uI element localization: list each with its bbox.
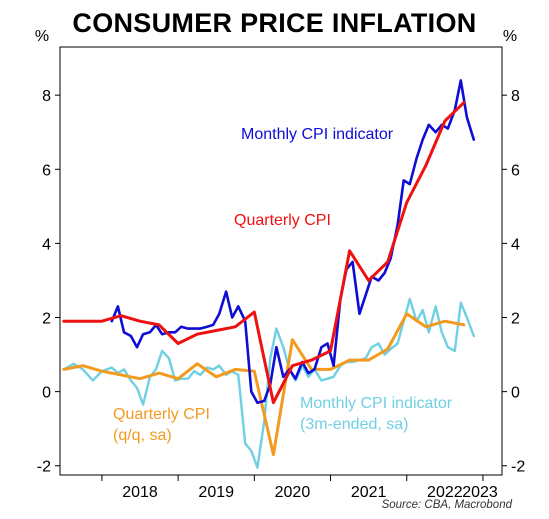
y-tick-label-right: 4 bbox=[511, 236, 520, 253]
series-line-2 bbox=[62, 312, 466, 457]
series-line-1 bbox=[110, 79, 476, 404]
source-note: Source: CBA, Macrobond bbox=[382, 499, 513, 511]
series-line-3 bbox=[62, 297, 475, 469]
y-tick-label-left: -2 bbox=[37, 459, 51, 476]
series-annotation: Quarterly CPI bbox=[113, 406, 210, 423]
y-unit-left: % bbox=[35, 28, 49, 45]
x-tick-label: 2023 bbox=[462, 484, 498, 501]
y-tick-label-left: 2 bbox=[42, 311, 51, 328]
series-annotation: (3m-ended, sa) bbox=[300, 416, 409, 433]
y-tick-label-right: 6 bbox=[511, 162, 520, 179]
series-group bbox=[62, 79, 476, 469]
y-tick-label-left: 0 bbox=[42, 385, 51, 402]
series-line-0 bbox=[62, 101, 466, 405]
y-unit-right: % bbox=[503, 28, 517, 45]
x-tick-label: 2021 bbox=[351, 484, 387, 501]
plot-frame bbox=[59, 46, 503, 476]
series-annotation: Monthly CPI indicator bbox=[241, 126, 394, 143]
x-tick-label: 2020 bbox=[275, 484, 311, 501]
y-tick-label-left: 4 bbox=[42, 236, 51, 253]
x-tick-label: 2019 bbox=[198, 484, 234, 501]
y-tick-label-left: 6 bbox=[42, 162, 51, 179]
x-tick-label: 2022 bbox=[427, 484, 463, 501]
chart-title: CONSUMER PRICE INFLATION bbox=[72, 8, 477, 38]
axes-group: -2 -2 0 0 2 2 4 4 6 6 8 8% % 2018 2019 2020 2021 2022 2023 bbox=[35, 28, 525, 501]
series-annotation: (q/q, sa) bbox=[113, 427, 172, 444]
series-annotation: Monthly CPI indicator bbox=[300, 395, 453, 412]
y-tick-label-right: -2 bbox=[511, 459, 525, 476]
annotation-group: Monthly CPI indicator Quarterly CPI Quarte… bbox=[113, 126, 453, 444]
y-tick-label-left: 8 bbox=[42, 88, 51, 105]
y-tick-label-right: 8 bbox=[511, 88, 520, 105]
x-tick-label: 2018 bbox=[122, 484, 158, 501]
series-annotation: Quarterly CPI bbox=[234, 212, 331, 229]
y-tick-label-right: 2 bbox=[511, 311, 520, 328]
y-tick-label-right: 0 bbox=[511, 385, 520, 402]
